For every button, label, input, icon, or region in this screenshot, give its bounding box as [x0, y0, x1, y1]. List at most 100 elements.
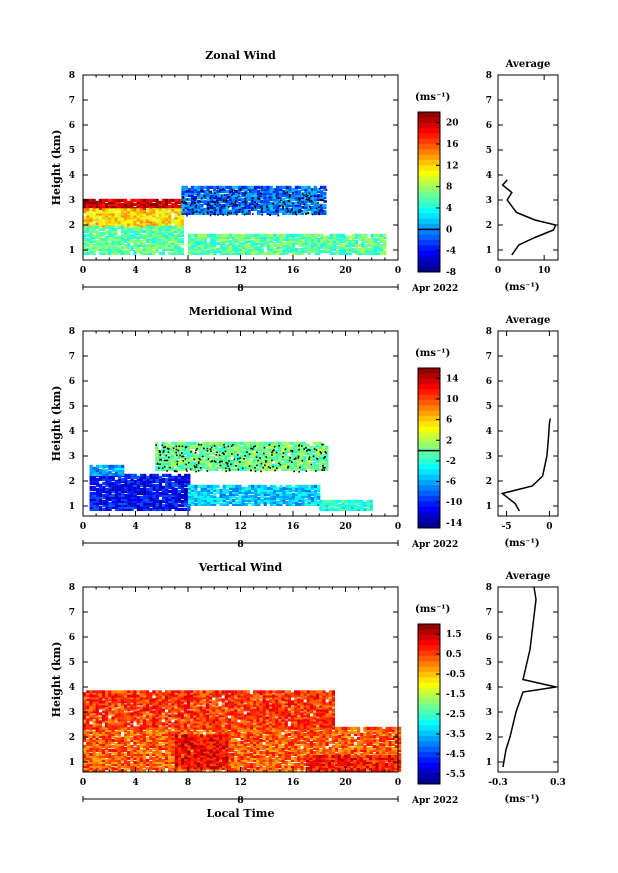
- heatmap-cell: [168, 251, 172, 255]
- heatmap-cell: [300, 455, 304, 459]
- heatmap-cell: [206, 195, 210, 199]
- heatmap-cell: [206, 500, 211, 504]
- heatmap-cell: [241, 245, 245, 249]
- contour-mark: [279, 463, 282, 466]
- heatmap-cell: [171, 477, 175, 481]
- heatmap-cell: [155, 453, 159, 457]
- heatmap-cell: [168, 245, 172, 249]
- heatmap-cell: [152, 730, 156, 734]
- contour-mark: [192, 212, 194, 215]
- heatmap-cell: [171, 734, 175, 738]
- heatmap-cell: [272, 207, 276, 211]
- heatmap-cell: [108, 231, 112, 235]
- contour-mark: [186, 214, 188, 217]
- heatmap-cell: [307, 492, 311, 496]
- heatmap-cell: [83, 202, 87, 206]
- heatmap-cell: [282, 243, 286, 247]
- heatmap-cell: [120, 237, 124, 241]
- contour-mark: [311, 189, 313, 191]
- heatmap-cell: [199, 447, 203, 451]
- heatmap-cell: [187, 191, 191, 195]
- heatmap-cell: [130, 208, 134, 212]
- heatmap-cell: [348, 235, 352, 239]
- heatmap-cell: [127, 222, 131, 226]
- heatmap-cell: [89, 208, 93, 212]
- heatmap-cell: [171, 752, 175, 756]
- heatmap-cell: [101, 742, 106, 746]
- heatmap-cell: [358, 251, 362, 255]
- heatmap-cell: [139, 204, 143, 208]
- average-y-tick-label: 7: [486, 352, 492, 362]
- heatmap-cell: [367, 243, 371, 247]
- heatmap-cell: [108, 732, 112, 736]
- heatmap-cell: [146, 202, 150, 206]
- contour-mark: [292, 202, 294, 205]
- heatmap-cell: [225, 249, 229, 253]
- heatmap-cell: [114, 732, 118, 736]
- heatmap-cell: [139, 222, 143, 226]
- heatmap-cell: [105, 758, 109, 762]
- heatmap-cell: [254, 243, 258, 247]
- contour-mark: [185, 468, 188, 471]
- heatmap-cell: [168, 503, 172, 507]
- heatmap-cell: [298, 201, 302, 205]
- heatmap-cell: [206, 245, 211, 249]
- heatmap-cell: [256, 457, 260, 461]
- heatmap-cell: [313, 189, 317, 193]
- contour-mark: [169, 466, 171, 469]
- contour-mark: [235, 200, 237, 202]
- heatmap-cell: [294, 207, 298, 211]
- heatmap-cell: [184, 209, 188, 213]
- heatmap-cell: [171, 481, 175, 485]
- heatmap-cell: [208, 467, 212, 471]
- heatmap-cell: [273, 237, 277, 241]
- heatmap-cell: [114, 748, 118, 752]
- heatmap-cell: [183, 443, 187, 447]
- heatmap-cell: [196, 455, 200, 459]
- heatmap-cell: [152, 491, 156, 495]
- heatmap-cell: [301, 494, 305, 498]
- heatmap-cell: [222, 245, 226, 249]
- contour-mark: [185, 446, 188, 448]
- heatmap-cell: [120, 218, 124, 222]
- heatmap-cell: [306, 461, 310, 465]
- heatmap-cell: [171, 475, 175, 479]
- heatmap-cell: [287, 445, 291, 449]
- colorbar-tick-label: 2: [446, 436, 452, 446]
- heatmap-cell: [152, 756, 156, 760]
- heatmap-cell: [120, 756, 124, 760]
- heatmap-cell: [304, 488, 308, 492]
- heatmap-cell: [254, 486, 258, 490]
- heatmap-cell: [181, 209, 185, 213]
- heatmap-cell: [130, 216, 134, 220]
- heatmap-cell: [221, 447, 225, 451]
- heatmap-cell: [257, 237, 261, 241]
- heatmap-cell: [165, 501, 169, 505]
- contour-mark: [186, 470, 188, 472]
- heatmap-cell: [105, 734, 109, 738]
- heatmap-cell: [92, 503, 96, 507]
- heatmap-cell: [253, 201, 258, 205]
- heatmap-cell: [174, 200, 178, 204]
- heatmap-cell: [155, 748, 159, 752]
- heatmap-cell: [295, 247, 299, 251]
- heatmap-cell: [269, 249, 274, 253]
- heatmap-cell: [111, 222, 115, 226]
- heatmap-cell: [89, 754, 93, 758]
- heatmap-cell: [320, 237, 324, 241]
- heatmap-cell: [136, 233, 140, 237]
- heatmap-cell: [222, 488, 226, 492]
- heatmap-cell: [121, 468, 125, 472]
- heatmap-cell: [117, 464, 122, 468]
- heatmap-cell: [266, 251, 270, 255]
- heatmap-cell: [188, 490, 192, 494]
- contour-mark: [159, 451, 161, 453]
- heatmap-cell: [319, 445, 323, 449]
- heatmap-cell: [235, 488, 239, 492]
- heatmap-cell: [164, 214, 169, 218]
- heatmap-cell: [315, 441, 319, 445]
- heatmap-cell: [95, 495, 100, 499]
- heatmap-cell: [325, 457, 329, 461]
- heatmap-cell: [149, 220, 153, 224]
- heatmap-cell: [142, 247, 147, 251]
